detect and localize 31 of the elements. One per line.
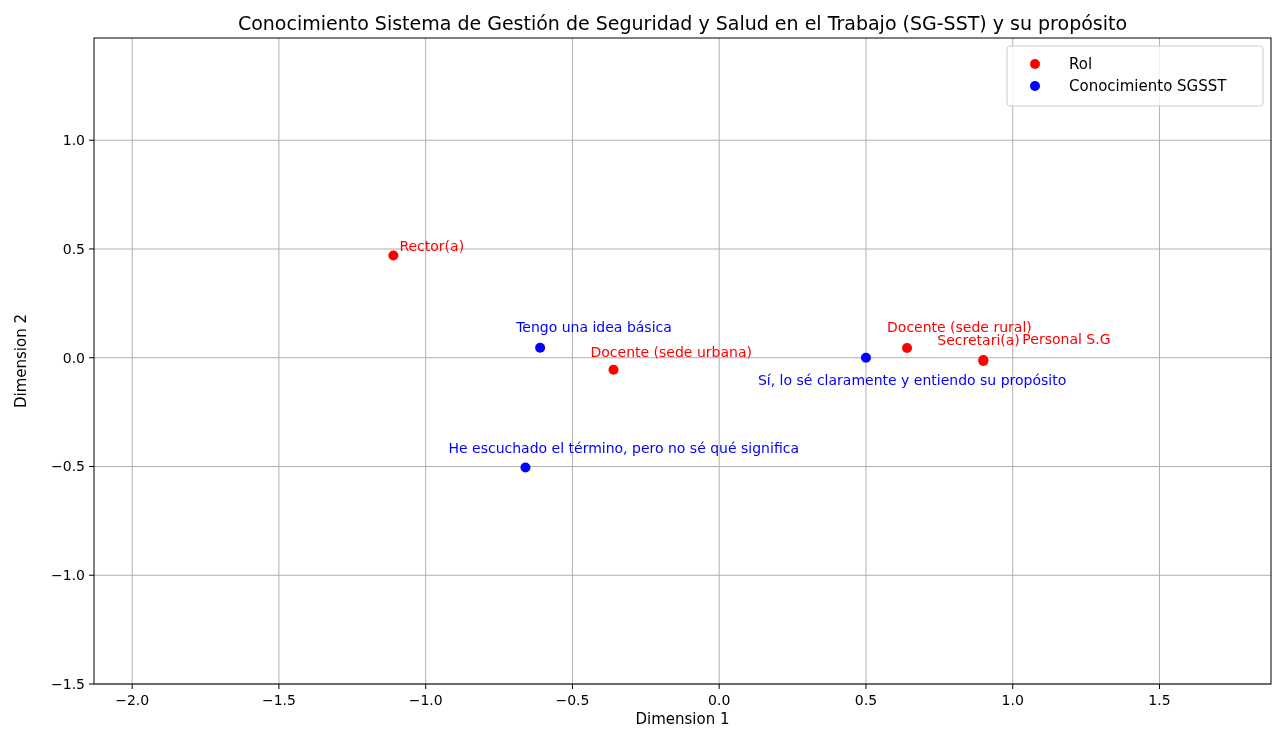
chart-title: Conocimiento Sistema de Gestión de Seguridad y Salud en el Trabajo (SG-SST) y su propósito [237,12,1128,34]
point [608,364,619,375]
y-tick-label: −0.5 [51,458,85,475]
y-tick-label: −1.0 [51,567,85,584]
y-tick-label: 1.0 [62,132,85,149]
x-axis-title: Dimension 1 [635,710,730,728]
y-tick-label: 0.0 [62,349,85,366]
y-tick-label: 0.5 [62,240,85,257]
annotation: Sí, lo sé claramente y entiendo su propósito [757,371,1067,388]
annotation: He escuchado el término, pero no sé qué significa [448,439,799,456]
legend-label: Conocimiento SGSST [1069,77,1228,95]
legend-label: Rol [1069,55,1093,73]
point [860,352,871,363]
point [535,342,546,353]
point [520,462,531,473]
x-tick-label: 1.5 [1148,692,1171,708]
x-tick-label: −2.0 [115,692,150,708]
y-tick-label: −1.5 [51,676,85,692]
x-tick-label: −0.5 [555,692,590,708]
x-tick-label: 1.0 [1001,692,1024,708]
x-tick-label: −1.5 [261,692,296,708]
point [902,342,913,353]
y-axis-title: Dimension 2 [12,313,30,409]
x-tick-label: 0.0 [708,692,731,708]
annotation: Rector(a) [399,237,465,254]
x-tick-label: 0.5 [854,692,878,708]
annotation: Tengo una idea básica [515,318,672,335]
x-tick-label: −1.0 [408,692,443,708]
point [388,250,399,261]
annotation: Secretari(a) [937,332,1020,348]
annotation: Docente (sede urbana) [590,343,752,360]
